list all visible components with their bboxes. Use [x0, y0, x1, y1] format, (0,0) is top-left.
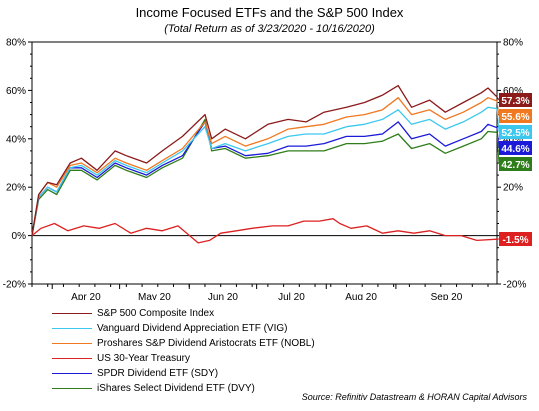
end-label-0: 57.3% [501, 96, 529, 107]
end-label-box-2 [499, 109, 532, 123]
legend-label: iShares Select Dividend ETF (DVY) [97, 383, 255, 394]
y-tick-label-left: 0% [12, 231, 27, 242]
series-line-0 [31, 84, 498, 236]
end-label-box-1 [499, 125, 532, 139]
series-line-2 [31, 97, 498, 236]
legend-swatch [52, 358, 92, 359]
legend-label: SPDR Dividend ETF (SDY) [97, 368, 219, 379]
legend-swatch [52, 388, 92, 389]
end-label-connector-5 [496, 132, 500, 165]
end-label-box-4 [499, 141, 532, 155]
y-tick-label-right: 80% [503, 38, 523, 49]
legend-swatch [52, 343, 92, 344]
end-label-3: -1.5% [502, 235, 528, 246]
y-tick-label-right: -20% [503, 280, 526, 291]
legend-label: Vanguard Dividend Appreciation ETF (VIG) [97, 323, 288, 334]
x-tick-label: Jun 20 [208, 292, 238, 300]
y-tick-label-left: 40% [6, 134, 26, 145]
end-label-2: 55.6% [501, 112, 529, 123]
y-tick-label-left: 80% [6, 38, 26, 49]
series-line-1 [31, 106, 498, 236]
x-tick-label: May 20 [138, 292, 171, 300]
x-tick-label: Aug 20 [345, 292, 377, 300]
end-label-1: 52.5% [501, 128, 529, 139]
source-note: Source: Refinitiv Datastream & HORAN Cap… [301, 392, 527, 402]
legend-swatch [52, 373, 92, 374]
legend-label: Proshares S&P Dividend Aristocrats ETF (… [97, 338, 315, 349]
legend-swatch [52, 328, 92, 329]
chart-subtitle: (Total Return as of 3/23/2020 - 10/16/20… [164, 23, 375, 35]
end-label-connector-1 [496, 108, 500, 133]
series-line-5 [31, 118, 498, 236]
legend-swatch [52, 313, 92, 314]
end-label-5: 42.7% [501, 160, 529, 171]
end-label-connector-0 [496, 96, 500, 101]
series-line-3 [31, 218, 498, 244]
x-tick-label: Sep 20 [431, 292, 463, 300]
plot-area-frame [31, 41, 498, 285]
end-label-connector-4 [496, 127, 500, 149]
axis-layer: -20%-20%0%0%20%20%40%40%60%60%80%80%Apr … [3, 38, 527, 301]
end-label-4: 44.6% [501, 144, 529, 155]
y-tick-label-left: 60% [6, 86, 26, 97]
legend-label: US 30-Year Treasury [97, 353, 191, 364]
chart-title: Income Focused ETFs and the S&P 500 Inde… [135, 5, 404, 20]
series-layer [31, 84, 498, 244]
line-chart: -20%-20%0%0%20%20%40%40%60%60%80%80%Apr … [3, 38, 532, 301]
y-tick-label-left: 20% [6, 183, 26, 194]
y-tick-label-right: 40% [503, 134, 523, 145]
end-label-layer: 57.3% 52.5% 55.6% -1.5% 44.6% 42.7% [496, 93, 532, 246]
end-label-box-0 [499, 93, 532, 107]
end-label-box-3 [499, 232, 532, 246]
x-tick-label: Jul 20 [278, 292, 305, 300]
y-tick-label-right: 60% [503, 86, 523, 97]
y-tick-label-left: -20% [3, 280, 26, 291]
x-tick-label: Apr 20 [71, 292, 101, 300]
series-line-4 [31, 121, 498, 236]
end-label-box-5 [499, 157, 532, 171]
y-tick-label-right: 20% [503, 183, 523, 194]
legend-label: S&P 500 Composite Index [97, 308, 215, 319]
end-label-connector-2 [496, 100, 500, 117]
